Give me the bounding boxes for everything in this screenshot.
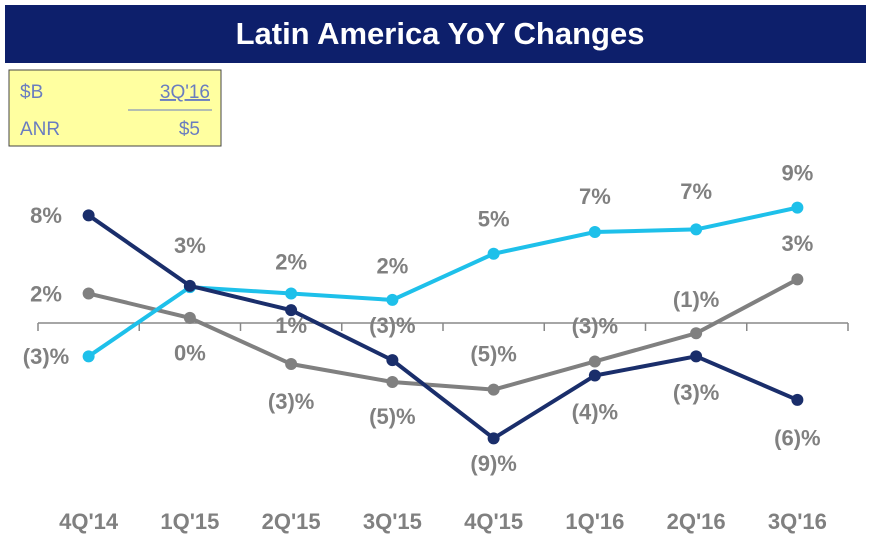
data-point <box>588 355 601 368</box>
data-point <box>82 287 95 300</box>
data-label: 5% <box>478 207 510 232</box>
data-label: 7% <box>579 184 611 209</box>
table-header: 3Q'16 <box>160 82 210 103</box>
data-point <box>183 311 196 324</box>
x-tick-label: 2Q'15 <box>262 509 321 534</box>
data-label: 9% <box>781 160 813 185</box>
x-tick-label: 2Q'16 <box>667 509 726 534</box>
data-label: 7% <box>680 179 712 204</box>
data-point <box>690 350 703 363</box>
data-point <box>588 369 601 382</box>
data-point <box>791 201 804 214</box>
data-label: (5)% <box>369 404 415 429</box>
data-point <box>487 247 500 260</box>
data-label: (4)% <box>572 399 618 424</box>
table-cell: ANR <box>20 119 60 140</box>
data-label: 0% <box>174 341 206 366</box>
data-point <box>690 223 703 236</box>
x-tick-label: 4Q'15 <box>464 509 523 534</box>
data-point <box>588 225 601 238</box>
table-cell: $5 <box>179 119 200 140</box>
x-tick-label: 1Q'16 <box>565 509 624 534</box>
data-label: 2% <box>376 254 408 279</box>
title-banner <box>5 5 866 63</box>
data-point <box>386 375 399 388</box>
data-label: (1)% <box>673 287 719 312</box>
data-point <box>82 209 95 222</box>
data-point <box>285 358 298 371</box>
data-point <box>386 354 399 367</box>
info-table <box>8 69 222 147</box>
data-point <box>690 327 703 340</box>
data-label: (9)% <box>470 451 516 476</box>
data-label: 2% <box>275 249 307 274</box>
data-label: (3)% <box>369 313 415 338</box>
table-header: $B <box>20 82 43 103</box>
data-label: 1% <box>275 313 307 338</box>
data-label: 3% <box>781 231 813 256</box>
data-point <box>791 393 804 406</box>
x-tick-label: 3Q'16 <box>768 509 827 534</box>
data-label: (3)% <box>23 344 69 369</box>
data-point <box>285 287 298 300</box>
x-tick-label: 3Q'15 <box>363 509 422 534</box>
data-point <box>183 279 196 292</box>
data-point <box>285 304 298 317</box>
data-point <box>386 293 399 306</box>
data-label: (3)% <box>572 313 618 338</box>
data-point <box>487 432 500 445</box>
chart-title: Latin America YoY Changes <box>236 16 645 51</box>
series-line <box>87 213 799 441</box>
x-tick-label: 1Q'15 <box>160 509 219 534</box>
data-point <box>487 383 500 396</box>
data-point <box>82 350 95 363</box>
data-label: (6)% <box>774 426 820 451</box>
series-line <box>88 277 799 392</box>
data-label: (3)% <box>268 389 314 414</box>
data-label: 2% <box>30 281 62 306</box>
data-label: (5)% <box>470 341 516 366</box>
data-label: 8% <box>30 203 62 228</box>
data-label: (3)% <box>673 380 719 405</box>
data-point <box>791 273 804 286</box>
x-tick-label: 4Q'14 <box>59 509 119 534</box>
data-label: 3% <box>174 233 206 258</box>
